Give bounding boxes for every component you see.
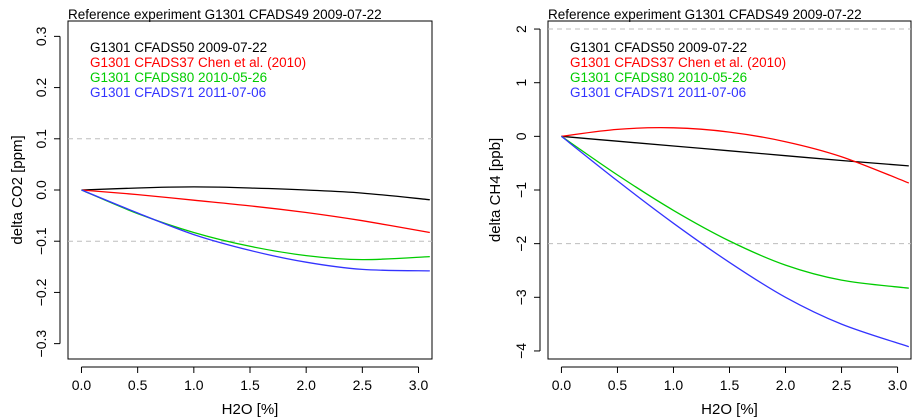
y-tick-label: −0.1 [33, 227, 49, 255]
y-tick-label: 0.0 [33, 180, 49, 200]
x-tick-label: 1.0 [184, 377, 204, 393]
x-tick-label: 3.0 [888, 377, 908, 393]
x-axis-title: H2O [%] [222, 401, 279, 418]
series-line [561, 135, 909, 167]
y-axis-title: delta CO2 [ppm] [9, 135, 26, 244]
y-tick-label: −0.3 [33, 330, 49, 358]
y-tick-label: 0.3 [33, 26, 49, 46]
y-tick-label: −2 [513, 235, 529, 251]
y-axis-title: delta CH4 [ppb] [487, 138, 504, 242]
series-line [81, 189, 430, 261]
x-tick-label: 1.5 [720, 377, 740, 393]
co2-panel: −0.3 −0.2 −0.1 0.0 0.1 0.2 0.3 0.0 0.5 1.0 1.5 2.0 2… [9, 7, 433, 418]
y-tick-label: −4 [513, 343, 529, 359]
plot-frame [547, 20, 912, 360]
x-tick-label: 2.5 [353, 377, 373, 393]
legend-entry: G1301 CFADS37 Chen et al. (2010) [570, 55, 786, 70]
y-tick-label: 0.1 [33, 129, 49, 149]
x-tick-label: 0.5 [128, 377, 148, 393]
legend-entry: G1301 CFADS37 Chen et al. (2010) [90, 55, 306, 70]
y-tick-label: −3 [513, 289, 529, 305]
x-tick-label: 0.0 [72, 377, 92, 393]
x-tick-label: 1.0 [664, 377, 684, 393]
ch4-panel: −4 −3 −2 −1 0 1 2 0.0 0.5 1.0 1.5 2.0 2.5 3.0 H2O [%] d… [487, 7, 912, 418]
y-tick-label: −0.2 [33, 278, 49, 306]
series-line [561, 126, 910, 184]
x-axis-title: H2O [%] [701, 401, 758, 418]
plot-frame [67, 20, 433, 360]
x-tick-label: 1.5 [240, 377, 260, 393]
series-line [81, 189, 430, 234]
y-tick-label: 0.2 [33, 78, 49, 98]
legend-entry: G1301 CFADS80 2010-05-26 [570, 70, 747, 85]
legend-entry: G1301 CFADS80 2010-05-26 [90, 70, 267, 85]
series-line [81, 189, 430, 272]
legend-entry: G1301 CFADS50 2009-07-22 [90, 40, 267, 55]
chart-title: Reference experiment G1301 CFADS49 2009-… [68, 7, 382, 22]
x-tick-label: 0.0 [552, 377, 572, 393]
legend-entry: G1301 CFADS71 2011-07-06 [90, 85, 266, 100]
x-tick-label: 3.0 [409, 377, 429, 393]
x-tick-label: 0.5 [608, 377, 628, 393]
x-tick-label: 2.0 [776, 377, 796, 393]
chart-title: Reference experiment G1301 CFADS49 2009-… [548, 7, 862, 22]
legend-entry: G1301 CFADS50 2009-07-22 [570, 40, 747, 55]
x-tick-label: 2.5 [832, 377, 852, 393]
series-line [561, 135, 909, 289]
y-tick-label: 2 [513, 25, 529, 33]
y-tick-label: −1 [513, 182, 529, 198]
y-tick-label: 1 [513, 79, 529, 87]
x-tick-label: 2.0 [296, 377, 316, 393]
series-line [81, 186, 430, 201]
legend-entry: G1301 CFADS71 2011-07-06 [570, 85, 746, 100]
y-tick-label: 0 [513, 132, 529, 140]
series-line [560, 135, 910, 348]
